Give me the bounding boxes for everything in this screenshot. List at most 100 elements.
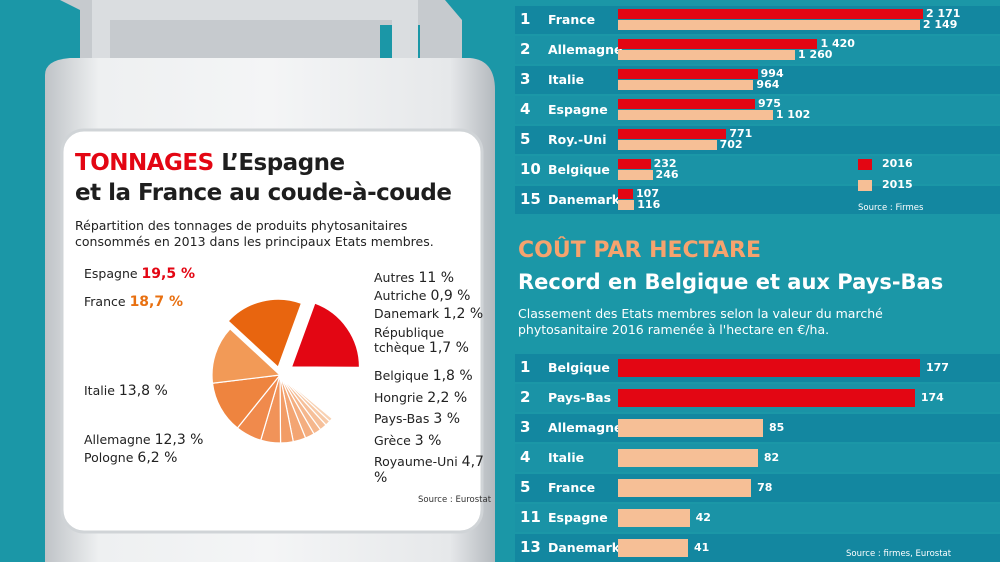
bar-value-label: 2 171	[926, 7, 961, 20]
bar-2016	[618, 69, 758, 79]
tonnage-row: 1 France 2 171 2 149	[515, 6, 1000, 34]
country-label: Pays-Bas	[548, 390, 612, 405]
pie-chart	[211, 298, 361, 444]
bar-value-label: 702	[719, 138, 743, 151]
country-label: Danemark	[548, 192, 621, 207]
pie-slice-autres	[283, 376, 352, 420]
pie-label-autres: Autres 11 %	[374, 270, 455, 286]
rank-label: 4	[520, 100, 531, 118]
pie-title-rest: L’Espagne	[213, 150, 345, 176]
bar-value-label: 994	[760, 67, 784, 80]
bar-value-label: 174	[920, 391, 944, 404]
bar-2015	[618, 170, 653, 180]
hectare-row: 3 Allemagne 85	[515, 414, 1000, 442]
country-label: Espagne	[548, 510, 608, 525]
bar-2015	[618, 80, 754, 90]
bar-2015	[618, 200, 635, 210]
pie-label-pologne: Pologne 6,2 %	[84, 450, 178, 466]
pie-subtitle: Répartition des tonnages de produits phy…	[75, 218, 434, 249]
bar-value-label: 177	[926, 361, 949, 374]
pie-label-belgique: Belgique 1,8 %	[374, 368, 473, 384]
bar-2016	[618, 189, 634, 199]
bar-value-label: 41	[693, 541, 710, 554]
bar-value-label: 1 420	[820, 37, 855, 50]
pie-title: TONNAGES L’Espagne et la France au coude…	[75, 148, 452, 208]
pie-slice-italie	[211, 328, 282, 384]
bar-value-label: 78	[757, 481, 773, 494]
bar-2016	[618, 129, 727, 139]
bar-value-label: 232	[653, 157, 677, 170]
bar-value-label: 964	[756, 78, 780, 91]
bar-2015	[618, 50, 795, 60]
tonnage-row: 10 Belgique 232 246	[515, 156, 1000, 184]
country-label: France	[548, 12, 596, 27]
tonnage-source: Source : Firmes	[858, 203, 924, 213]
hectare-row: 2 Pays-Bas 174	[515, 384, 1000, 412]
hectare-bar	[618, 479, 752, 497]
tonnage-row: 2 Allemagne 1 420 1 260	[515, 36, 1000, 64]
country-label: France	[548, 480, 596, 495]
pie-label-italie: Italie 13,8 %	[84, 383, 168, 399]
hectare-subheading: Record en Belgique et aux Pays-Bas	[518, 270, 944, 294]
hectare-row: 4 Italie 82	[515, 444, 1000, 472]
bar-value-label: 85	[769, 421, 785, 434]
country-label: Espagne	[548, 102, 608, 117]
bar-2016	[618, 9, 923, 19]
hectare-heading: COÛT PAR HECTARE	[518, 238, 761, 263]
country-label: Allemagne	[548, 42, 623, 57]
rank-label: 11	[520, 508, 541, 526]
rank-label: 3	[520, 70, 531, 88]
country-label: Italie	[548, 450, 585, 465]
country-label: Danemark	[548, 540, 621, 555]
bar-value-label: 975	[757, 97, 781, 110]
bar-value-label: 107	[636, 187, 659, 200]
bar-2016	[618, 99, 755, 109]
rank-label: 1	[520, 358, 531, 376]
tonnage-row: 15 Danemark 107 116	[515, 186, 1000, 214]
rank-label: 2	[520, 388, 531, 406]
legend-2016: 2016	[858, 157, 913, 170]
hectare-bar	[618, 389, 915, 407]
bar-value-label: 246	[655, 168, 679, 181]
pie-label-royaume-uni: Royaume-Uni 4,7 %	[374, 454, 484, 486]
bar-value-label: 1 260	[798, 48, 833, 61]
hectare-row: 5 France 78	[515, 474, 1000, 502]
hectare-row: 13 Danemark 41	[515, 534, 1000, 562]
bar-2015	[618, 20, 920, 30]
rank-label: 1	[520, 10, 531, 28]
hectare-source: Source : firmes, Eurostat	[846, 549, 952, 559]
pie-label-autriche: Autriche 0,9 %	[374, 288, 471, 304]
hectare-bar-chart: 1 Belgique 177 2 Pays-Bas 174 3 Allemagne 85 4 Ita…	[515, 354, 1000, 562]
hectare-description: Classement des Etats membres selon la va…	[518, 306, 883, 337]
pie-label-danemark: Danemark 1,2 %	[374, 306, 484, 322]
canister-illustration	[45, 0, 495, 562]
rank-label: 2	[520, 40, 531, 58]
hectare-row: 11 Espagne 42	[515, 504, 1000, 532]
country-label: Roy.-Uni	[548, 132, 607, 147]
rank-label: 5	[520, 130, 531, 148]
bar-value-label: 116	[637, 198, 661, 211]
hectare-bar	[618, 509, 690, 527]
pie-label-grece: Grèce 3 %	[374, 433, 442, 449]
bar-2015	[618, 140, 717, 150]
tonnage-row: 5 Roy.-Uni 771 702	[515, 126, 1000, 154]
bar-value-label: 82	[763, 451, 780, 464]
bar-2016	[618, 39, 818, 49]
pie-source: Source : Eurostat	[418, 495, 492, 505]
rank-label: 5	[520, 478, 531, 496]
tonnage-row: 4 Espagne 975 1 102	[515, 96, 1000, 124]
pie-label-hongrie: Hongrie 2,2 %	[374, 390, 468, 406]
legend-2015-swatch	[858, 179, 872, 191]
hectare-bar	[618, 539, 688, 557]
legend-2015: 2015	[858, 178, 913, 191]
rank-label: 4	[520, 448, 531, 466]
pie-label-pays-bas: Pays-Bas 3 %	[374, 411, 461, 427]
bar-value-label: 2 149	[922, 18, 958, 31]
legend-2016-swatch	[858, 158, 872, 170]
pie-label-republique-tcheque: République tchèque 1,7 %	[374, 325, 469, 356]
rank-label: 13	[520, 538, 541, 556]
pie-slice-espagne	[290, 302, 361, 368]
pie-slice-france	[227, 298, 303, 369]
bar-2016	[618, 159, 651, 169]
pie-label-allemagne: Allemagne 12,3 %	[84, 432, 204, 448]
